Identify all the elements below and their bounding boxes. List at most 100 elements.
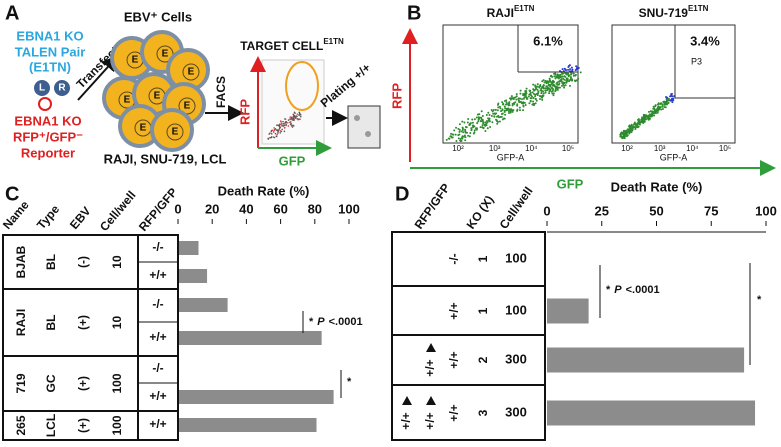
row-cell: RAJI [14, 309, 28, 336]
x-axis-title: Death Rate (%) [218, 183, 310, 198]
event-dot [561, 72, 564, 75]
bar [178, 418, 317, 432]
event-dot [638, 123, 641, 126]
x-tick-label: 40 [239, 201, 253, 216]
event-dot [269, 136, 271, 139]
panel-label: D [395, 183, 409, 205]
event-dot [477, 120, 480, 123]
event-dot [557, 83, 560, 86]
event-dot [508, 101, 511, 104]
event-dot [540, 87, 543, 90]
event-dot [658, 107, 661, 110]
event-dot [567, 72, 570, 75]
event-dot [299, 113, 301, 115]
event-dot [650, 110, 653, 113]
event-dot [622, 132, 625, 135]
event-dot [286, 121, 289, 124]
event-dot [284, 118, 287, 121]
event-dot [278, 127, 281, 129]
event-dot [660, 108, 663, 111]
event-dot [290, 124, 293, 126]
event-dot [565, 77, 568, 80]
event-dot [556, 73, 559, 76]
event-dot [498, 120, 501, 123]
event-dot [624, 130, 627, 133]
event-dot [503, 100, 506, 103]
category-label: +/+ [149, 330, 166, 344]
event-dot [665, 98, 668, 101]
event-dot [281, 128, 283, 131]
x-tick-label: 50 [649, 203, 663, 218]
event-dot [533, 102, 536, 105]
event-dot [464, 139, 467, 142]
event-dot [629, 126, 632, 129]
arm-label: L [39, 83, 45, 94]
cells-title: EBV⁺ Cells [124, 9, 192, 24]
event-dot [513, 103, 516, 106]
column-header: Cell/well [497, 184, 536, 231]
row-cell: GC [44, 374, 58, 392]
event-dot [459, 140, 462, 142]
episome-label: E [140, 123, 147, 134]
event-dot [549, 75, 552, 78]
event-dot [536, 83, 539, 86]
event-dot [292, 114, 295, 116]
event-dot [530, 94, 533, 97]
event-dot [639, 121, 642, 124]
event-dot [546, 80, 549, 83]
event-dot [642, 118, 645, 121]
event-dot [290, 118, 292, 121]
event-dot [292, 115, 295, 118]
event-dot [637, 125, 640, 128]
row-cell: +/+ [423, 359, 437, 376]
event-dot [651, 112, 654, 115]
event-dot [543, 81, 546, 84]
x-tick-label: 10² [452, 144, 464, 153]
significance: * P <.0001 [309, 316, 363, 328]
title-sup: E1TN [514, 4, 535, 13]
row-cell: 100 [505, 250, 527, 265]
x-tick-label: 0 [543, 203, 550, 218]
event-dot [551, 82, 554, 85]
event-dot [569, 73, 572, 76]
event-dot [285, 121, 287, 123]
event-dot [660, 102, 663, 105]
event-dot [548, 83, 551, 86]
event-dot [289, 121, 292, 123]
event-dot [537, 90, 540, 93]
event-dot [273, 129, 276, 132]
event-dot [290, 122, 292, 125]
event-dot [481, 115, 484, 118]
talen-text: TALEN Pair [15, 44, 86, 59]
event-dot [505, 101, 508, 104]
significance-text: P [317, 316, 325, 328]
event-dot [661, 108, 664, 111]
event-dot [467, 118, 470, 121]
event-dot [473, 118, 476, 121]
event-dot [625, 135, 628, 138]
event-dot [641, 119, 644, 122]
event-dot [652, 107, 655, 110]
event-dot [634, 126, 637, 129]
event-dot [553, 84, 556, 87]
event-dot [268, 133, 270, 135]
event-dot [487, 119, 490, 122]
event-dot [496, 122, 499, 125]
event-dot [563, 78, 566, 81]
event-dot [498, 116, 501, 119]
event-dot [665, 96, 668, 99]
event-dot [571, 78, 574, 81]
event-dot [542, 94, 545, 97]
row-cell: BL [44, 254, 58, 270]
event-dot [492, 112, 495, 115]
event-dot [524, 95, 527, 98]
panel-label: C [5, 183, 19, 205]
column-header: RFP/GFP [412, 181, 453, 232]
event-dot [293, 119, 296, 121]
x-axis-label: GFP-A [660, 152, 688, 162]
event-dot [542, 79, 545, 82]
event-dot [461, 128, 464, 131]
row-cell: (+) [76, 315, 90, 330]
event-dot [283, 130, 286, 133]
